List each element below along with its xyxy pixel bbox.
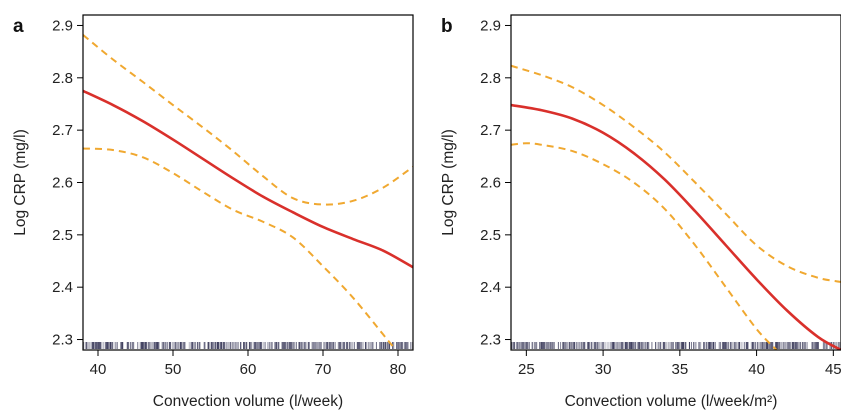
confidence-lower-line (511, 142, 778, 350)
panel-b: 2.3 2.4 2.5 2.6 2.7 2.8 2.9 25 30 35 40 45 Convectio… (440, 14, 841, 410)
x-axis-title: Convection volume (l/week/m²) (565, 393, 778, 410)
y-tick-label: 2.8 (52, 70, 73, 87)
y-tick-label: 2.7 (480, 122, 501, 139)
y-tick-label: 2.9 (52, 17, 73, 34)
y-tick-label: 2.3 (480, 332, 501, 349)
x-tick-label: 35 (671, 361, 688, 378)
y-tick-label: 2.5 (480, 227, 501, 244)
panel-a: 2.3 2.4 2.5 2.6 2.7 2.8 2.9 40 50 60 70 80 Convectio… (12, 14, 414, 410)
y-tick-label: 2.9 (480, 17, 501, 34)
confidence-upper-line (511, 64, 841, 283)
y-axis-title: Log CRP (mg/l) (12, 129, 29, 236)
x-axis-title: Convection volume (l/week) (153, 393, 343, 410)
plot-frame (82, 14, 414, 351)
x-tick-label: 40 (90, 361, 107, 378)
y-tick-label: 2.4 (480, 279, 501, 296)
panel-letter: a (13, 16, 24, 37)
x-tick-label: 45 (825, 361, 841, 378)
panel-letter: b (441, 16, 453, 37)
confidence-lower-line (83, 147, 398, 350)
estimate-line (83, 89, 413, 269)
x-tick-label: 40 (748, 361, 765, 378)
x-tick-label: 70 (315, 361, 332, 378)
rug-plot (511, 342, 841, 349)
plot-frame (510, 14, 841, 351)
x-tick-label: 60 (240, 361, 257, 378)
y-tick-label: 2.8 (480, 70, 501, 87)
confidence-upper-line (83, 34, 413, 206)
x-tick-label: 80 (390, 361, 407, 378)
y-tick-label: 2.4 (52, 279, 73, 296)
x-tick-label: 25 (518, 361, 535, 378)
rug-plot (83, 342, 413, 349)
y-tick-label: 2.7 (52, 122, 73, 139)
y-tick-label: 2.3 (52, 332, 73, 349)
y-tick-label: 2.5 (52, 227, 73, 244)
y-tick-label: 2.6 (52, 175, 73, 192)
y-axis-title: Log CRP (mg/l) (440, 129, 457, 236)
x-tick-label: 50 (165, 361, 182, 378)
x-tick-label: 30 (595, 361, 612, 378)
y-tick-label: 2.6 (480, 175, 501, 192)
estimate-line (511, 103, 841, 350)
